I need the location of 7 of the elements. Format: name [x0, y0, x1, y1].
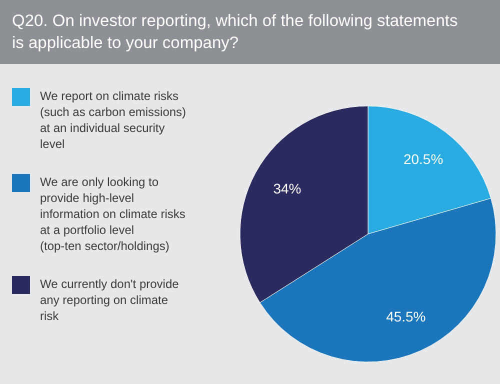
- data-label: 45.5%: [386, 308, 426, 325]
- data-label: 34%: [273, 180, 302, 196]
- legend-label: We are only looking to provide high-level information on climate risks at a portfolio level (top-ten sector/holdings): [40, 175, 186, 253]
- legend-label: We currently don't provide any reporting on climate risk: [40, 277, 180, 323]
- chart-title: Q20. On investor reporting, which of the following statements is applicable to your company?: [12, 12, 458, 52]
- data-label: 20.5%: [403, 151, 444, 168]
- legend-label: We report on climate risks (such as carbon emissions) at an individual security level: [40, 89, 186, 151]
